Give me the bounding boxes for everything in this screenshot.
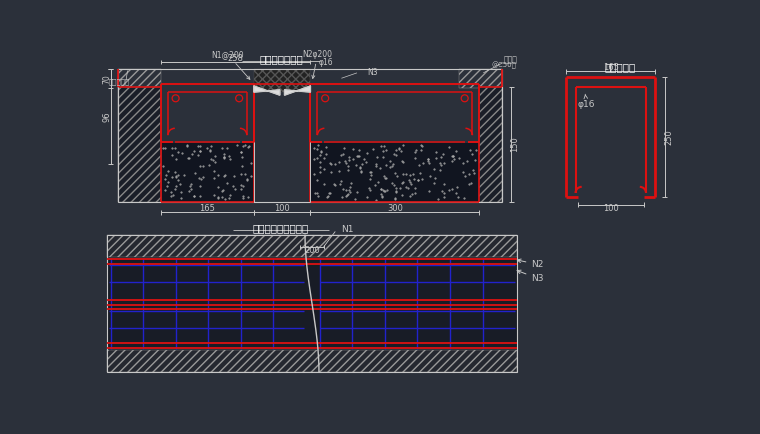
Bar xyxy=(254,69,310,92)
Bar xyxy=(480,87,502,202)
Text: 70: 70 xyxy=(102,74,111,83)
Text: N3: N3 xyxy=(517,270,544,283)
Text: 伸缩装置断面图: 伸缩装置断面图 xyxy=(259,54,303,64)
Text: φ16: φ16 xyxy=(318,58,334,67)
Polygon shape xyxy=(254,86,280,95)
Text: 150: 150 xyxy=(511,137,520,152)
Bar xyxy=(459,69,502,88)
Text: N2φ200: N2φ200 xyxy=(302,50,333,79)
Bar xyxy=(119,69,161,88)
Text: 165: 165 xyxy=(199,204,215,213)
Bar xyxy=(106,350,518,372)
Text: N1: N1 xyxy=(340,225,353,234)
Text: N3: N3 xyxy=(367,69,378,77)
Text: 200: 200 xyxy=(304,246,320,255)
Text: 预埋筋大样: 预埋筋大样 xyxy=(604,62,635,72)
Text: φ16: φ16 xyxy=(578,94,595,109)
Bar xyxy=(106,235,518,257)
Text: 165: 165 xyxy=(603,63,619,72)
Bar xyxy=(119,87,161,202)
Text: 100: 100 xyxy=(603,204,619,213)
Bar xyxy=(106,257,518,350)
Text: N2: N2 xyxy=(518,259,543,269)
Text: 300: 300 xyxy=(387,204,403,213)
Text: 100: 100 xyxy=(274,204,290,213)
Polygon shape xyxy=(284,86,310,95)
Text: N1@200: N1@200 xyxy=(211,50,250,79)
Text: 250: 250 xyxy=(664,129,673,145)
Text: 预埋槽: 预埋槽 xyxy=(503,55,518,64)
Bar xyxy=(106,235,518,372)
Text: @C50等: @C50等 xyxy=(492,62,517,69)
Bar xyxy=(312,143,479,201)
Text: 96: 96 xyxy=(102,111,111,122)
Text: 路面颗粒层: 路面颗粒层 xyxy=(109,78,130,85)
Bar xyxy=(162,143,253,201)
Text: 伸缩装置平面布置图: 伸缩装置平面布置图 xyxy=(253,224,309,233)
Text: 258: 258 xyxy=(228,54,244,63)
